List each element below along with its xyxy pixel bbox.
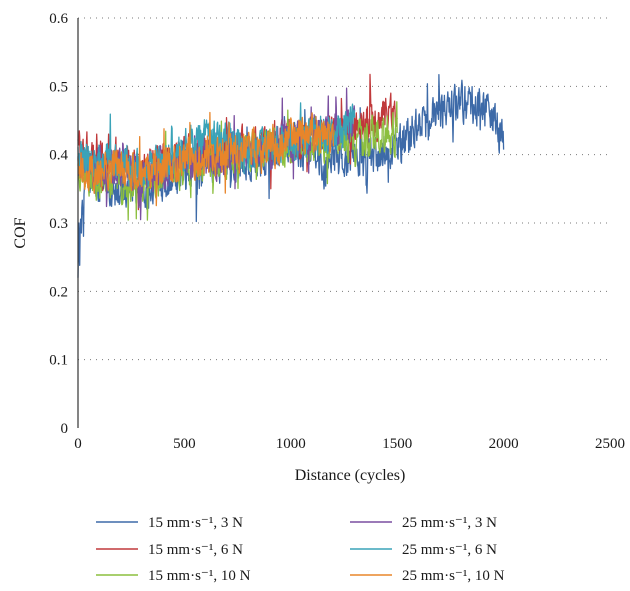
y-tick-label: 0.5 <box>49 79 68 95</box>
legend-label: 25 mm·s⁻¹, 10 N <box>402 568 505 584</box>
y-tick-label: 0.3 <box>49 216 68 232</box>
x-tick-label: 1500 <box>382 436 412 452</box>
x-tick-labels: 0 500 1000 1500 2000 2500 <box>74 436 625 452</box>
x-tick-label: 1000 <box>276 436 306 452</box>
legend-label: 15 mm·s⁻¹, 6 N <box>148 542 243 558</box>
x-tick-label: 0 <box>74 436 82 452</box>
y-axis-title: COF <box>12 217 29 248</box>
series-lines <box>77 73 505 278</box>
y-tick-label: 0 <box>61 421 69 437</box>
x-tick-label: 2000 <box>489 436 519 452</box>
y-tick-labels: 0 0.1 0.2 0.3 0.4 0.5 0.6 <box>49 11 68 437</box>
series-line <box>77 111 335 207</box>
y-tick-label: 0.2 <box>49 284 68 300</box>
x-tick-label: 2500 <box>595 436 625 452</box>
legend-label: 15 mm·s⁻¹, 10 N <box>148 568 251 584</box>
legend-label: 25 mm·s⁻¹, 6 N <box>402 542 497 558</box>
y-tick-label: 0.4 <box>49 148 68 164</box>
y-tick-label: 0.6 <box>49 11 68 27</box>
legend: 15 mm·s⁻¹, 3 N 15 mm·s⁻¹, 6 N 15 mm·s⁻¹, 1… <box>96 515 505 584</box>
x-axis-title: Distance (cycles) <box>295 467 406 484</box>
y-tick-label: 0.1 <box>49 353 68 369</box>
legend-label: 15 mm·s⁻¹, 3 N <box>148 515 243 531</box>
x-tick-label: 500 <box>173 436 196 452</box>
legend-label: 25 mm·s⁻¹, 3 N <box>402 515 497 531</box>
